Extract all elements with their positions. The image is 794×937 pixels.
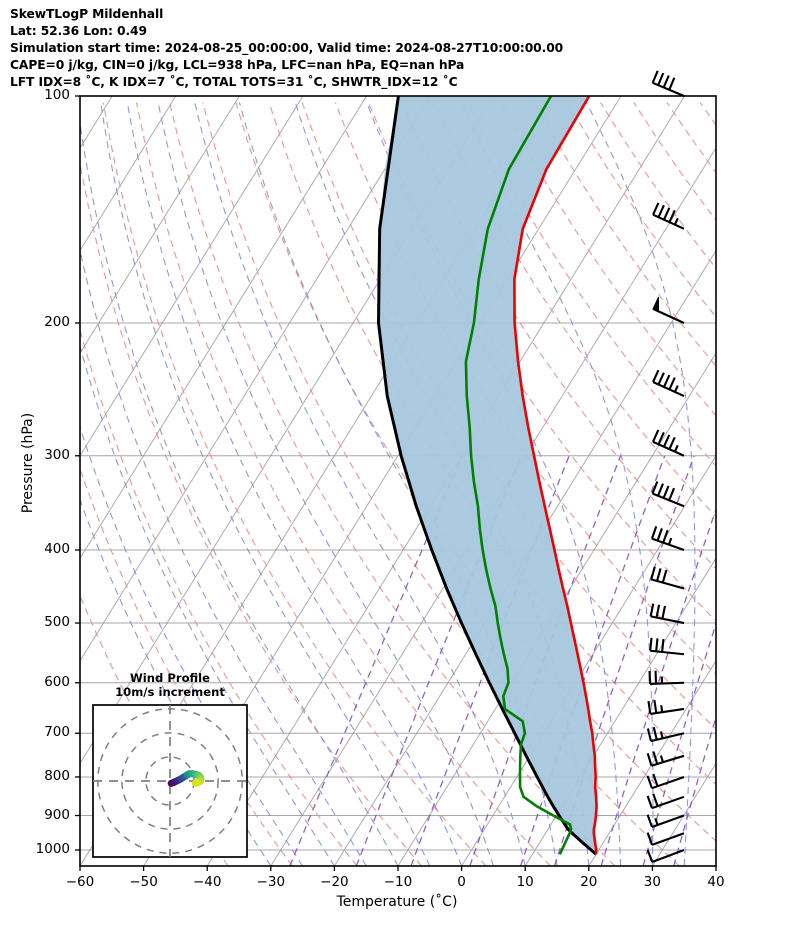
x-tick-label: 30: [643, 874, 661, 890]
indices-line-1: CAPE=0 j/kg, CIN=0 j/kg, LCL=938 hPa, LF…: [10, 58, 465, 72]
wind-profile-subtitle: 10m/s increment: [115, 685, 225, 699]
x-tick-label: −30: [256, 874, 286, 890]
y-tick-label: 200: [44, 313, 70, 330]
x-axis-title: Temperature (˚C): [336, 894, 458, 910]
x-tick-label: −10: [383, 874, 413, 890]
x-tick-label: −60: [65, 874, 95, 890]
y-axis-title: Pressure (hPa): [20, 412, 36, 514]
x-tick-label: −40: [192, 874, 222, 890]
y-tick-label: 300: [44, 446, 70, 463]
wind-profile-title: Wind Profile: [130, 671, 210, 685]
x-tick-label: 0: [457, 874, 466, 890]
y-tick-label: 1000: [35, 841, 70, 858]
y-tick-label: 500: [44, 614, 70, 631]
indices-line-2: LFT IDX=8 ˚C, K IDX=7 ˚C, TOTAL TOTS=31 …: [10, 75, 458, 89]
y-tick-label: 600: [44, 673, 70, 690]
time-line: Simulation start time: 2024-08-25_00:00:…: [10, 41, 564, 55]
x-tick-label: −50: [129, 874, 158, 890]
location-line: Lat: 52.36 Lon: 0.49: [10, 24, 147, 38]
y-tick-label: 900: [44, 806, 70, 823]
x-tick-label: 10: [516, 874, 534, 890]
x-tick-label: 20: [580, 874, 598, 890]
x-tick-label: −20: [320, 874, 349, 890]
x-tick-label: 40: [707, 874, 725, 890]
y-tick-label: 400: [44, 540, 70, 557]
y-tick-label: 100: [44, 87, 70, 103]
page-title: SkewTLogP Mildenhall: [10, 7, 164, 21]
y-tick-label: 800: [44, 767, 70, 784]
y-tick-label: 700: [44, 724, 70, 741]
